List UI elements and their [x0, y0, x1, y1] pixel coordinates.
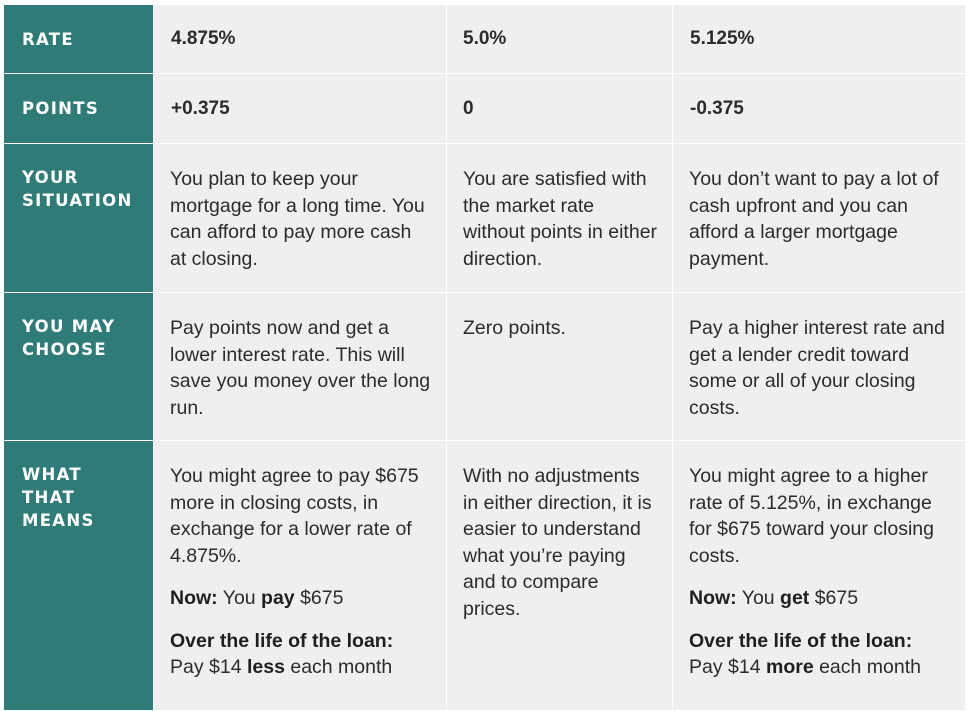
rate-value: 5.125%	[673, 5, 965, 73]
meaning-cell: You might agree to a higher rate of 5.12…	[673, 441, 965, 710]
meaning-intro: You might agree to a higher rate of 5.12…	[689, 465, 934, 567]
meaning-cell: You might agree to pay $675 more in clos…	[154, 441, 446, 710]
now-line: Now: You pay $675	[170, 587, 344, 609]
situation-text: You don’t want to pay a lot of cash upfr…	[673, 144, 965, 292]
row-label-rate: RATE	[4, 5, 153, 73]
rate-value: 4.875%	[154, 5, 446, 73]
row-label-you-may-choose: YOU MAY CHOOSE	[4, 293, 153, 440]
meaning-intro: You might agree to pay $675 more in clos…	[170, 465, 419, 567]
choice-text: Zero points.	[447, 293, 672, 440]
points-value: +0.375	[154, 74, 446, 143]
life-of-loan-line: Over the life of the loan: Pay $14 more e…	[689, 629, 921, 679]
rate-value: 5.0%	[447, 5, 672, 73]
row-label-what-that-means: WHAT THAT MEANS	[4, 441, 153, 710]
row-label-points: POINTS	[4, 74, 153, 143]
meaning-cell: With no adjustments in either direction,…	[447, 441, 672, 710]
points-value: 0	[447, 74, 672, 143]
situation-text: You plan to keep your mortgage for a lon…	[154, 144, 446, 292]
points-value: -0.375	[673, 74, 965, 143]
now-line: Now: You get $675	[689, 587, 859, 609]
choice-text: Pay a higher interest rate and get a len…	[673, 293, 965, 440]
life-of-loan-line: Over the life of the loan: Pay $14 less e…	[170, 629, 394, 679]
choice-text: Pay points now and get a lower interest …	[154, 293, 446, 440]
points-comparison-table: RATE 4.875% 5.0% 5.125% POINTS +0.375 0 …	[4, 5, 965, 710]
meaning-text: With no adjustments in either direction,…	[463, 465, 652, 620]
situation-text: You are satisfied with the market rate w…	[447, 144, 672, 292]
row-label-your-situation: YOUR SITUATION	[4, 144, 153, 292]
